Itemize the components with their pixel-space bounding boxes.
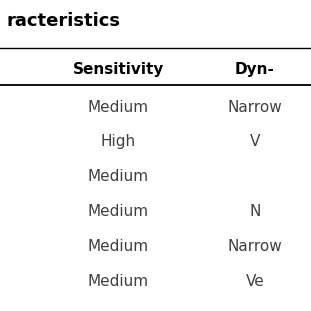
Text: Medium: Medium — [88, 274, 149, 289]
Text: High: High — [101, 134, 136, 149]
Text: Ve: Ve — [246, 274, 264, 289]
Text: Narrow: Narrow — [228, 100, 282, 114]
Text: N: N — [249, 204, 261, 219]
Text: Sensitivity: Sensitivity — [72, 62, 164, 77]
Text: Medium: Medium — [88, 239, 149, 254]
Text: Medium: Medium — [88, 100, 149, 114]
Text: Dyn-: Dyn- — [235, 62, 275, 77]
Text: Medium: Medium — [88, 169, 149, 184]
Text: racteristics: racteristics — [6, 12, 120, 30]
Text: V: V — [250, 134, 260, 149]
Text: Medium: Medium — [88, 204, 149, 219]
Text: Narrow: Narrow — [228, 239, 282, 254]
